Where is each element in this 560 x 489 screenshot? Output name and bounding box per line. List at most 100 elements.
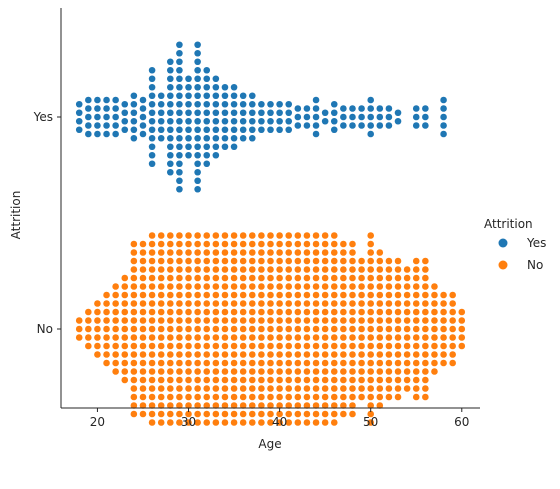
data-point — [394, 300, 402, 307]
data-point — [321, 419, 329, 426]
data-point — [239, 376, 247, 384]
data-point — [385, 317, 393, 324]
data-point — [349, 385, 356, 392]
data-point — [212, 376, 220, 384]
data-point — [248, 117, 256, 125]
data-point — [167, 317, 174, 324]
data-point — [403, 274, 411, 282]
data-point — [176, 168, 183, 176]
data-point — [167, 402, 174, 409]
data-point — [167, 368, 174, 375]
data-point — [312, 342, 320, 350]
data-point — [376, 122, 384, 129]
data-point — [148, 143, 156, 151]
data-point — [330, 419, 338, 426]
data-point — [349, 300, 356, 307]
data-point — [194, 300, 201, 307]
data-point — [221, 240, 229, 248]
data-point — [194, 257, 201, 265]
data-point — [367, 300, 375, 307]
data-point — [167, 134, 174, 142]
data-point — [412, 393, 420, 401]
data-point — [85, 130, 92, 138]
data-point — [230, 143, 238, 151]
data-point — [203, 92, 211, 100]
data-point — [349, 368, 356, 375]
data-point — [267, 376, 274, 384]
data-point — [85, 96, 92, 104]
data-point — [248, 232, 256, 239]
data-point — [121, 334, 129, 341]
data-point — [230, 249, 238, 256]
data-point — [340, 266, 347, 273]
data-point — [367, 122, 375, 129]
data-point — [276, 317, 283, 324]
data-point — [276, 376, 283, 384]
data-point — [157, 410, 165, 418]
data-point — [121, 126, 129, 134]
data-point — [412, 325, 420, 333]
data-point — [276, 117, 283, 125]
data-point — [194, 232, 201, 239]
data-point — [449, 334, 456, 341]
data-point — [385, 257, 393, 265]
data-point — [412, 291, 420, 299]
data-point — [285, 351, 293, 358]
data-point — [157, 393, 165, 401]
data-point — [403, 342, 411, 350]
data-point — [239, 134, 247, 142]
data-point — [330, 385, 338, 392]
data-point — [212, 126, 220, 134]
data-point — [340, 240, 347, 248]
data-point — [130, 393, 138, 401]
data-point — [94, 130, 101, 138]
data-point — [130, 117, 138, 125]
data-point — [167, 359, 174, 367]
data-point — [376, 105, 384, 112]
data-point — [440, 96, 447, 104]
data-point — [130, 368, 138, 375]
data-point — [385, 291, 393, 299]
data-point — [321, 410, 329, 418]
data-point — [330, 359, 338, 367]
data-point — [230, 291, 238, 299]
data-point — [176, 385, 183, 392]
data-point — [285, 109, 293, 117]
data-point — [358, 351, 365, 358]
data-point — [185, 342, 192, 350]
data-point — [176, 257, 183, 265]
data-point — [321, 359, 329, 367]
data-point — [176, 249, 183, 256]
data-point — [212, 317, 220, 324]
data-point — [212, 325, 220, 333]
data-point — [139, 130, 147, 138]
data-point — [148, 419, 156, 426]
data-point — [112, 105, 119, 112]
data-point — [367, 130, 375, 138]
data-point — [148, 232, 156, 239]
data-point — [194, 49, 201, 57]
data-point — [422, 274, 429, 282]
data-point — [112, 291, 119, 299]
data-point — [221, 232, 229, 239]
data-point — [212, 291, 220, 299]
data-point — [449, 325, 456, 333]
data-point — [230, 385, 238, 392]
data-point — [294, 122, 302, 129]
data-point — [376, 325, 384, 333]
data-point — [267, 283, 274, 290]
data-point — [412, 274, 420, 282]
data-point — [248, 240, 256, 248]
data-point — [94, 96, 101, 104]
data-point — [267, 359, 274, 367]
data-point — [239, 109, 247, 117]
data-point — [221, 274, 229, 282]
data-point — [458, 317, 466, 324]
data-point — [157, 342, 165, 350]
data-point — [248, 325, 256, 333]
data-point — [176, 240, 183, 248]
data-point — [148, 317, 156, 324]
data-point — [403, 325, 411, 333]
data-point — [358, 376, 365, 384]
data-point — [112, 308, 119, 316]
